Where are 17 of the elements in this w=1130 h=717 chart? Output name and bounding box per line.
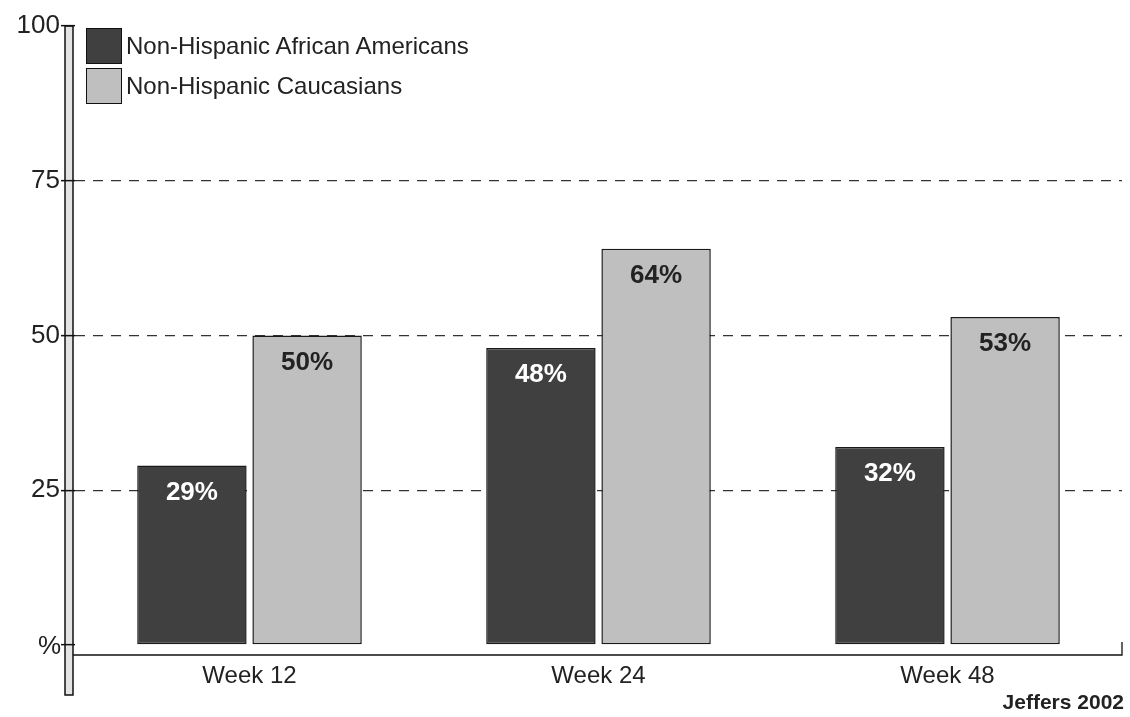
data-label: 64% bbox=[630, 259, 683, 290]
y-tick-label: 50 bbox=[31, 318, 60, 349]
x-tick-label: Week 24 bbox=[551, 661, 646, 689]
text: Jeffers 2002 bbox=[1002, 690, 1124, 714]
data-label: 48% bbox=[514, 358, 567, 389]
legend-label: Non-Hispanic African Americans bbox=[126, 31, 469, 61]
data-label: 53% bbox=[979, 327, 1032, 358]
y-tick-label: 25 bbox=[31, 473, 60, 504]
x-tick-label: Week 48 bbox=[900, 661, 995, 689]
legend-label: Non-Hispanic Caucasians bbox=[126, 71, 403, 101]
x-tick-label: Week 12 bbox=[202, 661, 297, 689]
data-label: 32% bbox=[863, 457, 916, 488]
y-tick-label: 75 bbox=[31, 163, 60, 194]
y-axis-title: % bbox=[37, 630, 61, 661]
y-tick-label: 100 bbox=[16, 9, 60, 40]
data-label: 50% bbox=[281, 345, 334, 376]
data-label: 29% bbox=[165, 475, 218, 506]
